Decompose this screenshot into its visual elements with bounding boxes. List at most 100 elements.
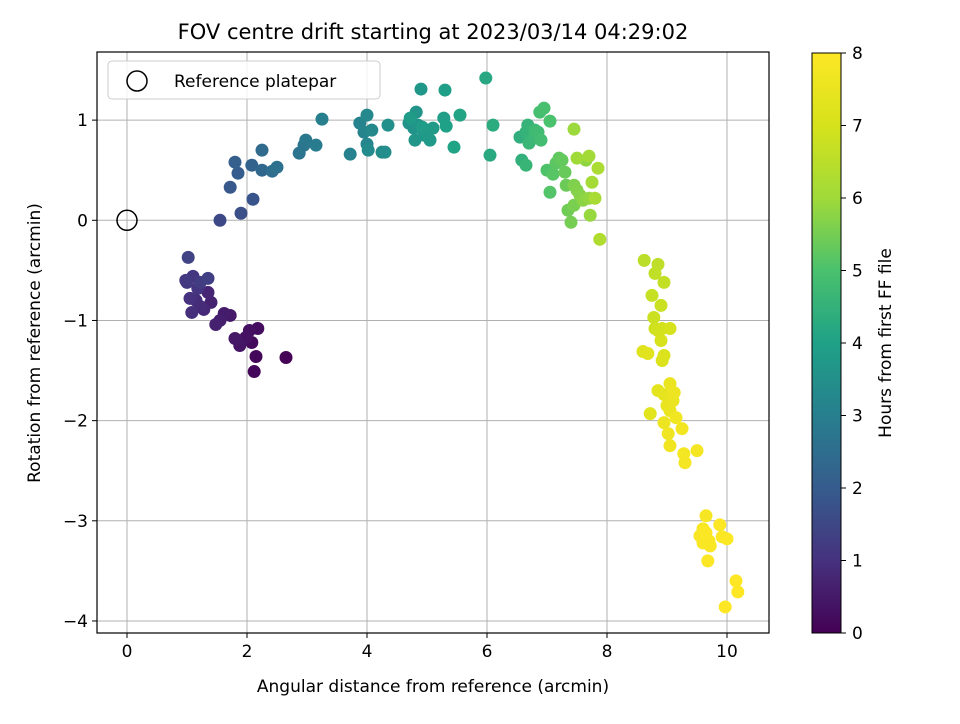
reference-platepar-marker xyxy=(116,209,138,232)
data-point xyxy=(183,291,197,305)
data-point xyxy=(415,120,429,134)
data-point xyxy=(249,350,263,364)
colorbar-gradient xyxy=(811,52,842,634)
data-point xyxy=(537,101,551,115)
y-tick-label: 1 xyxy=(77,111,88,131)
data-point xyxy=(447,140,461,154)
data-point xyxy=(378,145,392,159)
data-point xyxy=(663,321,677,335)
y-tick-label: −2 xyxy=(63,412,88,432)
data-point xyxy=(479,71,493,85)
data-point xyxy=(246,192,260,206)
data-point xyxy=(731,585,745,599)
data-point xyxy=(381,118,395,132)
data-point xyxy=(593,232,607,246)
data-point xyxy=(718,600,732,614)
data-point xyxy=(361,143,375,157)
colorbar-tick-label: 0 xyxy=(852,624,863,644)
colorbar-tick-label: 1 xyxy=(852,552,863,572)
y-axis-ticks: −4 −3 −2 −1 0 1 xyxy=(63,111,97,632)
data-point xyxy=(245,158,259,172)
colorbar-label: Hours from first FF file xyxy=(876,248,896,438)
y-tick-label: −4 xyxy=(63,612,88,632)
colorbar-ticks: 0 1 2 3 4 5 6 7 8 xyxy=(841,44,863,644)
data-point xyxy=(255,163,269,177)
data-point xyxy=(675,422,689,436)
data-point xyxy=(426,121,440,135)
data-point xyxy=(713,518,727,532)
x-axis-label: Angular distance from reference (arcmin) xyxy=(257,677,609,697)
data-point xyxy=(201,285,215,299)
legend-entry-reference-platepar: Reference platepar xyxy=(174,72,336,92)
data-point xyxy=(661,427,675,441)
data-point xyxy=(453,108,467,122)
x-tick-label: 0 xyxy=(122,642,133,662)
data-point xyxy=(564,215,578,229)
data-point xyxy=(648,266,662,280)
data-point xyxy=(231,166,245,180)
data-point xyxy=(228,331,242,345)
data-point xyxy=(591,161,605,175)
data-point xyxy=(588,191,602,205)
data-point xyxy=(360,108,374,122)
x-tick-label: 6 xyxy=(482,642,493,662)
data-point xyxy=(234,206,248,220)
colorbar-tick-label: 2 xyxy=(852,479,863,499)
data-point xyxy=(570,151,584,165)
y-tick-label: 0 xyxy=(77,211,88,231)
colorbar: 0 1 2 3 4 5 6 7 8 Hours from first FF file xyxy=(811,44,896,644)
data-point xyxy=(543,114,557,128)
data-point xyxy=(223,180,237,194)
data-point xyxy=(486,118,500,132)
data-point xyxy=(279,351,293,365)
colorbar-tick-label: 4 xyxy=(852,334,863,354)
data-point xyxy=(483,148,497,162)
colorbar-tick-label: 5 xyxy=(852,262,863,282)
data-point xyxy=(582,149,596,163)
data-point xyxy=(669,411,683,425)
colorbar-tick-label: 8 xyxy=(852,44,863,64)
data-points xyxy=(179,71,745,614)
data-point xyxy=(247,365,261,379)
colorbar-tick-label: 6 xyxy=(852,189,863,209)
legend-reference-marker-icon xyxy=(126,70,148,92)
data-point xyxy=(213,213,227,227)
data-point xyxy=(701,554,715,568)
data-point xyxy=(667,386,681,400)
data-point xyxy=(546,167,560,181)
data-point xyxy=(201,271,215,285)
data-point xyxy=(643,407,657,421)
data-point xyxy=(585,175,599,189)
data-point xyxy=(438,83,452,97)
data-point xyxy=(583,208,597,222)
data-point xyxy=(315,112,329,126)
data-point xyxy=(181,250,195,264)
data-point xyxy=(543,185,557,199)
chart-title: FOV centre drift starting at 2023/03/14 … xyxy=(178,20,689,44)
data-point xyxy=(365,123,379,137)
x-tick-label: 8 xyxy=(602,642,613,662)
data-point xyxy=(663,439,677,453)
data-point xyxy=(555,153,569,167)
data-point xyxy=(534,133,548,147)
data-point xyxy=(439,119,453,133)
legend-box xyxy=(107,60,381,100)
data-point xyxy=(255,143,269,157)
plot-frame xyxy=(96,51,770,634)
data-point xyxy=(299,133,313,147)
y-axis-label: Rotation from reference (arcmin) xyxy=(25,203,45,483)
y-tick-label: −1 xyxy=(63,311,88,331)
data-point xyxy=(657,275,671,289)
data-point xyxy=(637,253,651,267)
data-point xyxy=(647,310,661,324)
data-point xyxy=(699,526,713,540)
data-point xyxy=(209,317,223,331)
data-point xyxy=(309,138,323,152)
colorbar-tick-label: 7 xyxy=(852,117,863,137)
data-point xyxy=(703,539,717,553)
data-point xyxy=(414,82,428,96)
legend: Reference platepar xyxy=(107,60,381,100)
data-point xyxy=(720,532,734,546)
data-point xyxy=(228,155,242,169)
data-point xyxy=(403,111,417,125)
